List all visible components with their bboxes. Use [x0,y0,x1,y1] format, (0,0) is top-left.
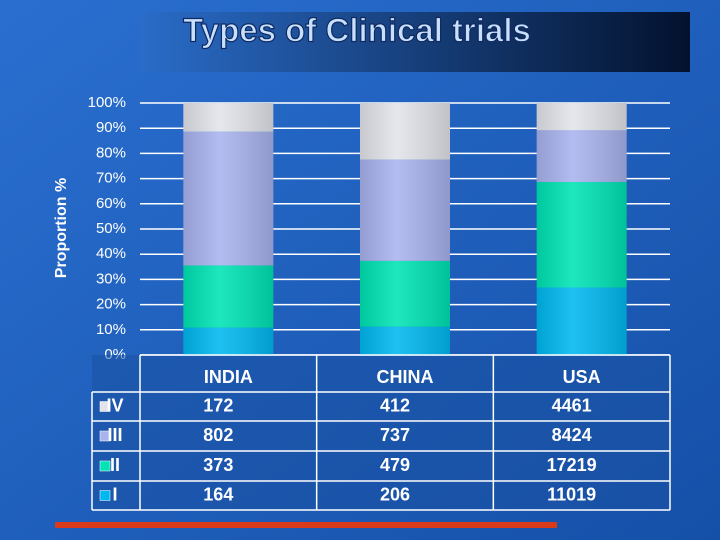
y-tick-label: 60% [96,195,126,212]
bar-shade [360,159,450,261]
y-tick-label: 30% [96,270,126,287]
legend-label: II [110,455,120,475]
data-label: 802 [203,425,233,445]
bar-shade [183,265,274,328]
data-label: 164 [203,484,233,504]
data-label: 17219 [547,455,597,475]
data-label: 206 [380,484,410,504]
data-label: 11019 [547,484,596,504]
bar-shade [183,103,274,132]
chart-title: Types of Clinical trials [183,12,531,49]
bar-shade [360,260,450,327]
y-tick-label: 20% [96,296,126,313]
y-tick-label: 70% [96,170,126,187]
y-tick-label: 50% [96,220,126,237]
data-label: 737 [380,425,410,445]
legend-label: IV [106,395,123,415]
legend-swatch [99,460,111,472]
bar-shade [360,103,450,160]
data-label: 172 [203,395,233,415]
legend-label: III [107,425,122,445]
legend-label: I [112,484,117,504]
data-label: 4461 [552,395,592,415]
bar-shade [183,327,274,355]
y-tick-label: 90% [96,119,126,136]
legend-swatch [99,430,111,442]
data-label: 8424 [552,425,592,445]
x-tick-label: CHINA [377,367,434,387]
y-axis-label: Proportion % [53,178,70,278]
y-tick-label: 40% [96,245,126,262]
bar-shade [536,287,627,355]
y-tick-label: 100% [88,94,126,111]
y-tick-label: 80% [96,144,126,161]
table-bg [92,355,670,510]
y-tick-label: 10% [96,321,126,338]
bar-shade [360,326,450,355]
title-box [140,12,690,72]
legend-swatch [99,401,111,412]
x-tick-label: USA [563,367,601,387]
data-label: 373 [203,455,233,475]
bar-shade [536,130,627,182]
bar-shade [536,181,627,288]
legend-swatch [99,490,111,501]
x-tick-label: INDIA [204,367,253,387]
bar-shade [536,103,627,131]
data-label: 479 [380,455,410,475]
data-label: 412 [380,395,410,415]
bar-shade [183,131,274,266]
